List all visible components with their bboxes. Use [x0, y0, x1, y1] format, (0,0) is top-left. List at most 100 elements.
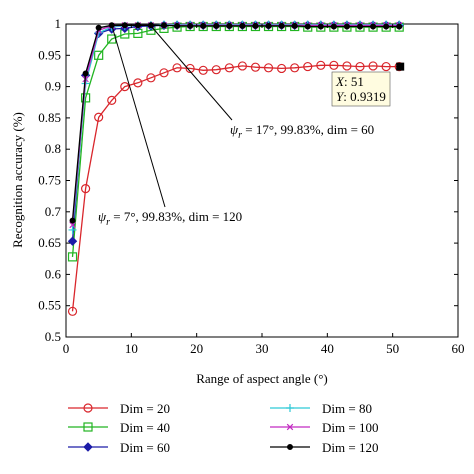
annotation-pointer — [150, 25, 233, 121]
series-point — [80, 93, 91, 103]
series-point — [121, 22, 128, 29]
series-point — [381, 61, 391, 72]
series-point — [95, 24, 102, 31]
x-axis-label: Range of aspect angle (°) — [196, 371, 328, 386]
y-tick-label: 0.9 — [45, 79, 61, 94]
series-point — [120, 81, 130, 92]
y-tick-label: 0.85 — [38, 110, 61, 125]
datatip-marker[interactable] — [396, 62, 405, 71]
series-point — [147, 22, 154, 29]
series-point — [252, 22, 259, 29]
series-point — [83, 403, 93, 413]
series-point — [342, 61, 352, 71]
legend-item: Dim = 100 — [270, 420, 378, 435]
series-point — [83, 442, 93, 452]
y-tick-label: 0.55 — [38, 298, 61, 313]
series-point — [239, 22, 246, 29]
series-point — [383, 23, 390, 30]
series-point — [133, 78, 143, 88]
legend-label: Dim = 60 — [120, 440, 170, 455]
x-tick-label: 10 — [125, 341, 138, 356]
legend-label: Dim = 120 — [322, 440, 378, 455]
y-tick-label: 0.8 — [45, 141, 61, 156]
series-point — [67, 306, 78, 316]
series-point — [134, 22, 141, 29]
legend-label: Dim = 20 — [120, 401, 170, 416]
series-point — [277, 63, 287, 74]
series-point — [224, 63, 234, 73]
y-tick-label: 0.6 — [45, 266, 62, 281]
annotation-label: ψr = 17°, 99.83%, dim = 60 — [230, 122, 374, 141]
series-point — [161, 22, 167, 29]
series-point — [396, 23, 403, 30]
x-tick-label: 60 — [452, 341, 465, 356]
annotation-pointer — [111, 25, 166, 208]
series-point — [286, 404, 294, 412]
series-dim-40 — [67, 21, 404, 262]
annotation-label: ψr = 7°, 99.83%, dim = 120 — [98, 209, 242, 228]
y-tick-labels: 0.5 0.55 0.6 0.65 0.7 0.75 0.8 0.85 0.9 0.95 1 — [38, 16, 458, 344]
series-point — [329, 60, 339, 70]
y-axis-label: Recognition accuracy (%) — [10, 112, 25, 248]
series-point — [94, 112, 104, 122]
series-dim-120 — [69, 22, 403, 224]
series-point — [200, 22, 207, 29]
series-point — [80, 184, 91, 194]
series-point — [304, 23, 311, 30]
series-point — [69, 217, 76, 224]
x-tick-label: 30 — [256, 341, 269, 356]
series-point — [237, 61, 247, 71]
series-point — [159, 68, 169, 78]
series-point — [250, 62, 261, 72]
x-tick-labels: 0 10 20 30 40 50 60 — [63, 24, 465, 356]
y-tick-label: 0.65 — [38, 235, 61, 250]
y-tick-label: 0.5 — [45, 329, 61, 344]
legend-label: Dim = 40 — [120, 420, 170, 435]
series-point — [265, 22, 272, 29]
series-point — [67, 252, 78, 262]
legend-label: Dim = 80 — [322, 401, 372, 416]
x-tick-label: 40 — [321, 341, 334, 356]
legend-item: Dim = 20 — [68, 401, 170, 416]
y-tick-label: 0.7 — [45, 204, 62, 219]
series-point — [370, 23, 377, 30]
series-point — [263, 63, 274, 73]
series-point — [211, 65, 221, 75]
series-point — [287, 444, 293, 450]
series-point — [68, 225, 77, 234]
series-point — [355, 61, 365, 72]
y-tick-label: 1 — [55, 16, 62, 31]
series-point — [317, 23, 324, 30]
series-layer — [67, 20, 404, 316]
x-tick-label: 20 — [190, 341, 203, 356]
series-point — [198, 65, 208, 75]
legend-label: Dim = 100 — [322, 420, 378, 435]
series-line — [71, 64, 400, 312]
series-point — [174, 22, 181, 29]
y-tick-label: 0.95 — [38, 47, 61, 62]
series-point — [330, 23, 337, 30]
datatip-y: Y: 0.9319 — [336, 89, 386, 104]
series-point — [290, 63, 300, 73]
series-point — [172, 63, 182, 73]
series-point — [187, 22, 194, 29]
datatip-box — [331, 71, 391, 107]
x-tick-label: 50 — [386, 341, 399, 356]
series-point — [278, 22, 285, 29]
x-tick-label: 0 — [63, 341, 70, 356]
series-point — [286, 423, 294, 431]
series-point — [368, 61, 378, 71]
series-point — [67, 236, 78, 246]
series-point — [69, 221, 76, 229]
series-point — [357, 23, 363, 30]
series-point — [316, 60, 326, 70]
series-point — [303, 61, 313, 72]
annotations: ψr = 17°, 99.83%, dim = 60 ψr = 7°, 99.83… — [98, 25, 374, 228]
series-dim-20 — [67, 60, 404, 316]
series-point — [213, 22, 220, 29]
datatip-x: X: 51 — [335, 74, 364, 89]
series-point — [291, 22, 298, 29]
series-point — [226, 22, 233, 29]
series-point — [146, 73, 156, 83]
